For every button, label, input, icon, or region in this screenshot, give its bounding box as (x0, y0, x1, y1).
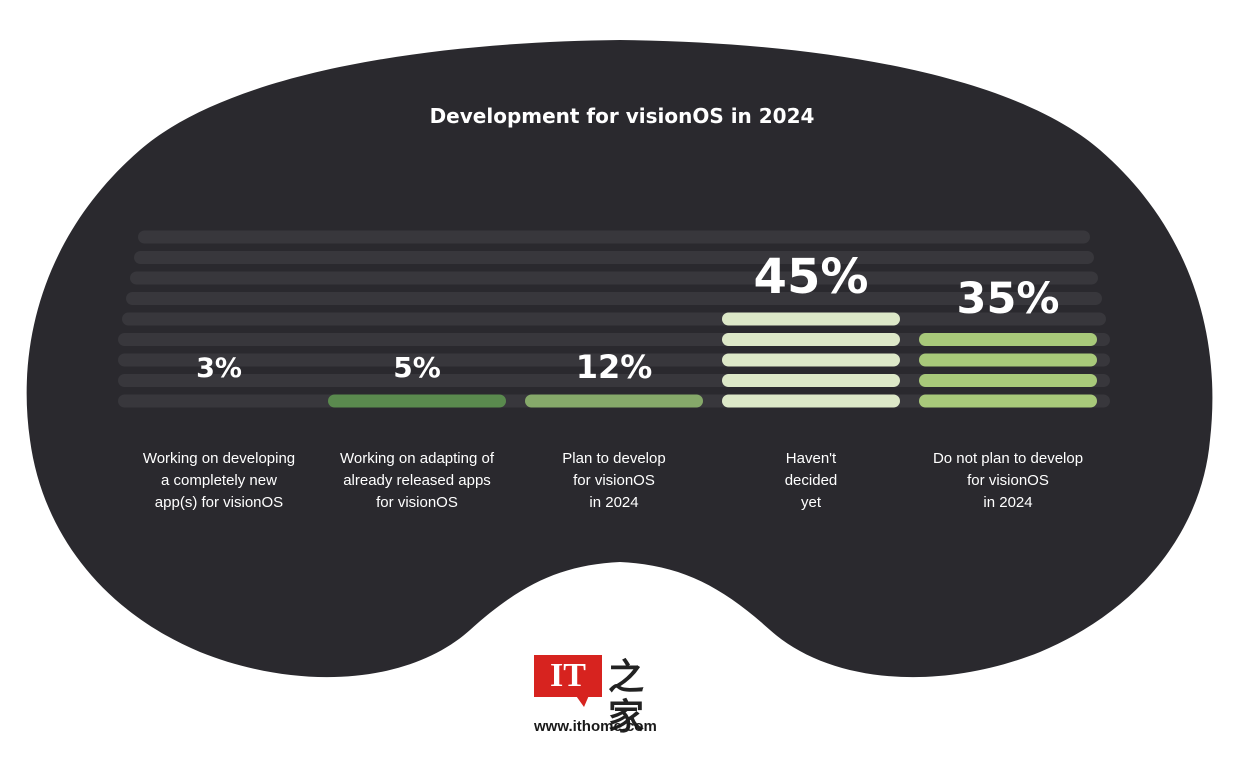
category-label-1-line-3: app(s) for visionOS (154, 494, 284, 511)
category-label-3-line-1: Plan to develop (562, 450, 666, 467)
bar-4-segment-2 (722, 374, 900, 387)
value-label-3: 12% (575, 348, 653, 386)
category-label-5: Do not plan to develop for visionOS in 202… (913, 448, 1103, 514)
category-label-2-line-3: for visionOS (376, 494, 458, 511)
value-label-2: 5% (393, 351, 441, 384)
category-label-5-line-3: in 2024 (983, 494, 1033, 511)
category-label-4-line-1: Haven't (785, 450, 837, 467)
website-url: www.ithome.com (534, 718, 657, 735)
logo-chinese-text: 之家 (608, 656, 645, 738)
background-track-9 (138, 230, 1090, 244)
bars-group (328, 312, 1097, 408)
bar-4-segment-1 (722, 394, 900, 408)
category-label-1: Working on developing a completely new app… (124, 448, 314, 514)
bar-3-segment-1 (525, 394, 703, 408)
category-label-1-line-2: a completely new (161, 472, 277, 489)
bar-4-segment-5 (722, 312, 900, 326)
category-label-3: Plan to develop for visionOS in 2024 (519, 448, 709, 514)
category-label-4-line-2: decided (784, 472, 838, 489)
chart-title: Development for visionOS in 2024 (429, 104, 815, 128)
category-label-2-line-2: already released apps (343, 472, 491, 489)
category-label-3-line-3: in 2024 (589, 494, 639, 511)
logo-speech-tail (574, 693, 590, 707)
value-label-1: 3% (196, 353, 242, 384)
bar-4-segment-4 (722, 333, 900, 346)
category-label-2-line-1: Working on adapting of (340, 450, 494, 467)
category-label-2: Working on adapting of already released a… (322, 448, 512, 514)
category-label-3-line-2: for visionOS (573, 472, 655, 489)
bar-4-segment-3 (722, 353, 900, 367)
category-label-1-line-1: Working on developing (142, 450, 296, 467)
value-label-4: 45% (753, 249, 869, 305)
background-track-8 (134, 251, 1094, 264)
bar-5-segment-4 (919, 333, 1097, 346)
bar-5-segment-1 (919, 394, 1097, 408)
background-track-7 (130, 271, 1098, 285)
category-label-5-line-2: for visionOS (967, 472, 1049, 489)
logo-it-mark: IT (534, 655, 602, 697)
background-tracks (118, 230, 1110, 408)
bar-5-segment-3 (919, 353, 1097, 367)
bar-5-segment-2 (919, 374, 1097, 387)
category-label-4: Haven't decided yet (716, 448, 906, 514)
bar-2-segment-1 (328, 394, 506, 408)
background-track-6 (126, 292, 1102, 305)
value-label-5: 35% (956, 274, 1060, 324)
category-label-4-line-3: yet (800, 494, 821, 511)
category-label-5-line-1: Do not plan to develop (932, 450, 1084, 467)
